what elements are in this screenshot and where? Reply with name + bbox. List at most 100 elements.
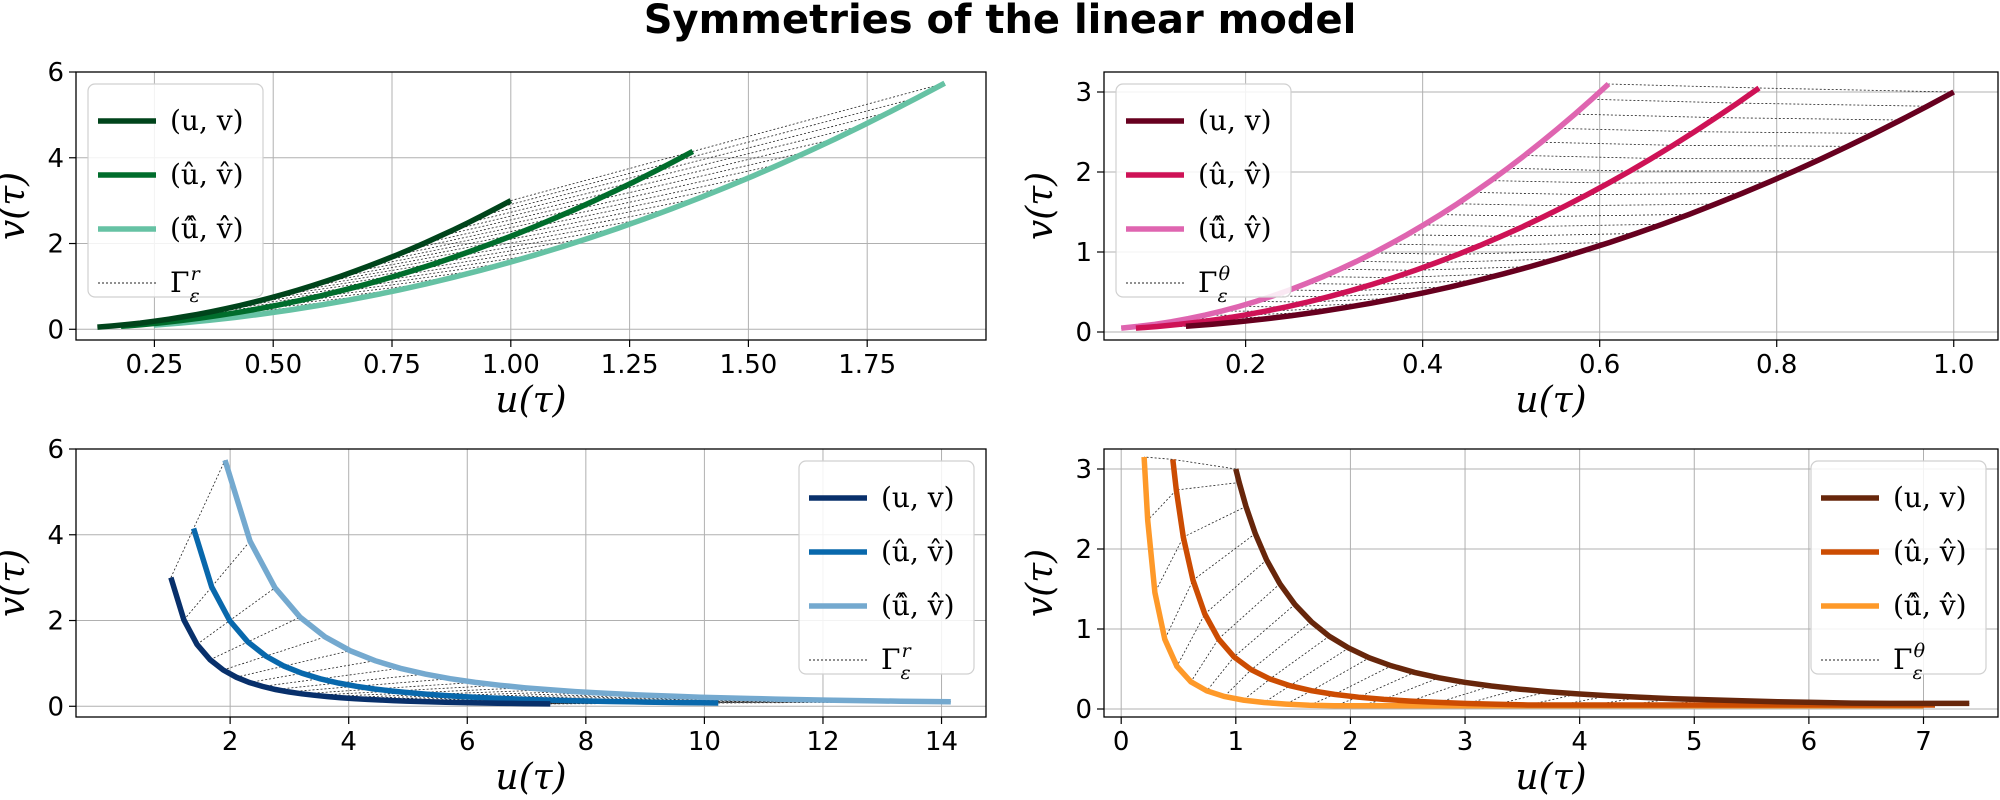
x-tick-label: 1.75 bbox=[838, 350, 896, 380]
legend-label: (û̂, v̂̂) bbox=[1893, 589, 1967, 622]
legend-label: (u, v) bbox=[170, 104, 244, 137]
gamma-line bbox=[1541, 141, 1848, 147]
y-tick-label: 1 bbox=[1075, 238, 1092, 268]
legend: (u, v) (û, v̂) (û̂, v̂̂) Γεθ bbox=[1115, 83, 1292, 307]
x-tick-label: 5 bbox=[1686, 727, 1703, 757]
y-tick-label: 3 bbox=[1075, 78, 1092, 108]
series-line bbox=[1141, 456, 1924, 709]
x-tick-label: 14 bbox=[925, 727, 958, 757]
legend-box bbox=[87, 83, 264, 298]
legend: (u, v) (û, v̂) (û̂, v̂̂) Γεr bbox=[87, 83, 264, 307]
gamma-line bbox=[410, 175, 754, 250]
y-axis-label: v(τ) bbox=[1020, 172, 1061, 240]
y-tick-label: 3 bbox=[1075, 455, 1092, 485]
gamma-line bbox=[183, 540, 251, 621]
gamma-line bbox=[1406, 233, 1637, 237]
legend-label: (û, v̂) bbox=[881, 535, 955, 568]
y-tick-label: 0 bbox=[1075, 695, 1092, 725]
series-line bbox=[97, 198, 513, 330]
legend-label: (û, v̂) bbox=[170, 158, 244, 191]
series-line bbox=[1135, 85, 1761, 331]
gamma-line bbox=[1339, 266, 1531, 271]
x-axis-label: u(τ) bbox=[495, 757, 566, 798]
y-tick-label: 2 bbox=[47, 230, 64, 260]
gamma-line bbox=[1440, 214, 1690, 217]
x-tick-label: 4 bbox=[340, 727, 357, 757]
y-axis-label: v(τ) bbox=[0, 172, 33, 240]
x-tick-label: 0.50 bbox=[244, 350, 302, 380]
x-tick-label: 1.0 bbox=[1933, 350, 1974, 380]
gamma-line bbox=[340, 689, 551, 699]
series-line bbox=[120, 148, 695, 330]
legend-box bbox=[1115, 83, 1292, 298]
gamma-line bbox=[1309, 665, 1392, 706]
y-axis-label: v(τ) bbox=[0, 549, 33, 617]
series-line bbox=[222, 459, 951, 705]
gamma-line bbox=[1591, 98, 1928, 107]
x-tick-label: 1.50 bbox=[719, 350, 777, 380]
gamma-line bbox=[1507, 167, 1795, 172]
gamma-line bbox=[1289, 286, 1451, 292]
gamma-line bbox=[439, 151, 809, 237]
gamma-line bbox=[467, 125, 863, 224]
x-tick-label: 0.4 bbox=[1402, 350, 1443, 380]
legend-label: Γεθ bbox=[1198, 263, 1231, 307]
x-tick-label: 1.25 bbox=[601, 350, 659, 380]
gamma-line bbox=[1285, 657, 1370, 705]
gamma-line bbox=[1423, 223, 1663, 228]
series-line bbox=[1185, 89, 1956, 330]
series-line bbox=[190, 527, 719, 706]
y-tick-label: 6 bbox=[47, 58, 64, 88]
gamma-line bbox=[1490, 180, 1769, 184]
x-tick-label: 4 bbox=[1571, 727, 1588, 757]
gamma-line bbox=[1222, 307, 1345, 312]
gamma-line bbox=[262, 667, 401, 687]
legend-label: (u, v) bbox=[881, 481, 955, 514]
gamma-line bbox=[275, 673, 426, 690]
x-tick-label: 2 bbox=[222, 727, 239, 757]
gamma-line bbox=[510, 82, 945, 201]
y-tick-label: 0 bbox=[47, 315, 64, 345]
gamma-line bbox=[496, 97, 918, 209]
legend: (u, v) (û, v̂) (û̂, v̂̂) Γεθ bbox=[1810, 460, 1987, 684]
gamma-line bbox=[311, 246, 563, 287]
axes-frame bbox=[1103, 448, 1999, 718]
axes-frame bbox=[75, 448, 987, 718]
series-line bbox=[1120, 81, 1611, 331]
legend-label: (u, v) bbox=[1893, 481, 1967, 514]
y-tick-label: 4 bbox=[47, 521, 64, 551]
x-tick-label: 0.75 bbox=[363, 350, 421, 380]
legend-label: (û̂, v̂̂) bbox=[881, 589, 955, 622]
x-tick-label: 10 bbox=[688, 727, 721, 757]
panel-top-left: 0.25 0.50 0.75 1.00 1.25 1.50 1.75 0 2 4 6 u(τ) v(τ)… bbox=[0, 58, 987, 421]
x-axis-label: u(τ) bbox=[1515, 380, 1586, 421]
gamma-line bbox=[1558, 128, 1875, 134]
y-tick-label: 2 bbox=[47, 607, 64, 637]
gamma-line bbox=[1574, 113, 1901, 121]
y-tick-label: 0 bbox=[47, 692, 64, 722]
x-tick-label: 0.6 bbox=[1579, 350, 1620, 380]
gamma-line bbox=[482, 111, 891, 216]
gamma-line bbox=[1154, 506, 1247, 593]
gamma-line bbox=[1474, 192, 1742, 196]
gamma-line bbox=[1322, 273, 1504, 279]
gamma-line bbox=[170, 460, 226, 578]
gamma-line bbox=[1144, 456, 1236, 470]
gamma-line bbox=[382, 197, 700, 262]
legend-label: (û̂, v̂̂) bbox=[170, 212, 244, 245]
gamma-line bbox=[236, 650, 351, 678]
legend-label: (û, v̂) bbox=[1893, 535, 1967, 568]
gamma-line bbox=[196, 587, 276, 645]
y-tick-label: 1 bbox=[1075, 615, 1092, 645]
gamma-line bbox=[1373, 250, 1584, 255]
series-line bbox=[153, 80, 946, 328]
gamma-line bbox=[1457, 203, 1716, 207]
legend-label: Γεθ bbox=[1893, 640, 1926, 684]
series-line bbox=[1170, 459, 1935, 708]
gamma-line bbox=[1176, 559, 1267, 667]
x-tick-label: 0 bbox=[1113, 727, 1130, 757]
x-tick-label: 1 bbox=[1228, 727, 1245, 757]
gamma-line bbox=[1272, 292, 1425, 298]
x-tick-label: 7 bbox=[1915, 727, 1932, 757]
